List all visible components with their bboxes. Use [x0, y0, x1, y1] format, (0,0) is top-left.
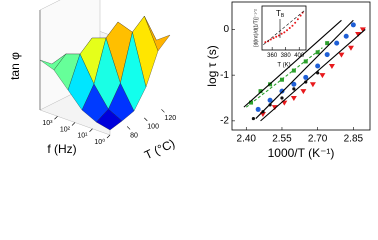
- marker: [300, 89, 307, 95]
- y-axis-label: T (°C): [142, 136, 177, 162]
- x-tick-label: 10²: [60, 126, 71, 133]
- x-tick-label: 2.55: [272, 134, 292, 145]
- y-tick: [144, 117, 148, 122]
- marker: [258, 89, 263, 94]
- marker: [290, 96, 297, 101]
- marker: [338, 52, 345, 58]
- x-axis-label: T (K): [277, 63, 290, 69]
- marker: [315, 50, 320, 55]
- marker: [359, 27, 366, 33]
- marker: [279, 88, 285, 94]
- marker: [269, 38, 272, 41]
- x-tick: [89, 128, 93, 132]
- y-tick-label: -1: [220, 70, 229, 81]
- fit-line: [255, 19, 354, 119]
- y-tick-label: 100: [147, 124, 159, 131]
- x-tick-label: 10¹: [77, 133, 88, 140]
- marker: [334, 40, 340, 46]
- figure: 10⁰ 10¹ 10² 10³ 80 100 120 tan φ f (Hz) T (°C) 2.4…: [8, 0, 371, 162]
- x-tick: [71, 122, 76, 126]
- marker: [249, 100, 254, 105]
- marker: [292, 87, 296, 91]
- x-tick-label: 2.40: [237, 134, 257, 145]
- x-axis-label: 1000/T (K⁻¹): [268, 146, 335, 160]
- fit-line: [260, 29, 366, 122]
- plot-area: [261, 5, 307, 51]
- marker: [255, 106, 261, 112]
- z-axis-label: tan φ: [8, 52, 22, 80]
- marker: [286, 29, 289, 32]
- marker: [303, 74, 309, 80]
- marker: [296, 18, 299, 21]
- x-tick-label: 400: [294, 53, 305, 59]
- x-tick: [54, 116, 58, 120]
- marker: [328, 64, 335, 69]
- marker: [277, 34, 280, 37]
- marker: [294, 21, 297, 24]
- marker: [347, 45, 354, 51]
- x-tick-label: 360: [267, 53, 278, 59]
- marker: [288, 27, 291, 29]
- annotation-subscript: B: [281, 13, 285, 19]
- marker: [291, 24, 294, 27]
- marker: [315, 63, 321, 69]
- y-tick: [161, 109, 165, 113]
- page: 10⁰ 10¹ 10² 10³ 80 100 120 tan φ f (Hz) T (°C) 2.4…: [8, 0, 371, 162]
- x-tick-label: 380: [281, 53, 292, 59]
- y-axis-label: log τ (s): [205, 45, 219, 86]
- y-tick-label: 80: [130, 132, 138, 139]
- x-tick-label: 2.70: [308, 134, 328, 145]
- fit-line: [243, 19, 342, 108]
- x-axis-label: f (Hz): [47, 142, 76, 156]
- marker: [319, 73, 326, 79]
- surface-patch: [96, 108, 123, 131]
- marker: [275, 35, 278, 38]
- x-tick-label: 10³: [42, 120, 53, 127]
- marker: [264, 41, 267, 44]
- marker: [283, 31, 286, 34]
- x-tick-label: 2.85: [344, 134, 364, 145]
- annotation: TB: [276, 9, 285, 19]
- marker: [272, 37, 275, 40]
- marker: [355, 32, 362, 37]
- fit-line: [245, 47, 323, 108]
- marker: [309, 82, 316, 88]
- marker: [291, 81, 297, 87]
- y-tick: [126, 126, 131, 130]
- marker: [251, 116, 256, 121]
- marker: [299, 14, 302, 17]
- marker: [350, 22, 356, 28]
- marker: [303, 59, 308, 64]
- marker: [267, 97, 273, 103]
- y-tick-label: -2: [220, 115, 229, 126]
- fit-line: [263, 10, 305, 45]
- marker: [280, 32, 283, 35]
- y-axis-label: [d(lnτ)/d(1/T)]⁻¹ᐟ²: [253, 9, 259, 47]
- marker: [325, 41, 330, 46]
- y-tick-label: 0: [223, 24, 229, 35]
- marker: [301, 11, 304, 14]
- y-tick-label: 120: [164, 115, 176, 122]
- marker: [324, 52, 330, 58]
- marker: [280, 96, 284, 100]
- marker: [343, 33, 349, 39]
- x-tick-label: 10⁰: [94, 138, 105, 146]
- annotation-text: T: [276, 9, 281, 18]
- x-tick: [106, 134, 111, 139]
